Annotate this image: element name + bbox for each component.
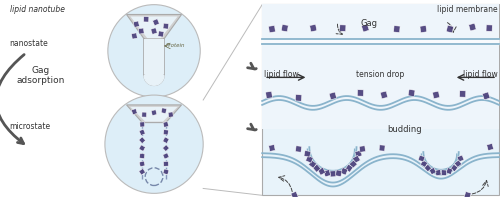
Polygon shape [162,145,170,151]
Polygon shape [282,24,288,32]
Polygon shape [329,92,336,100]
Text: Gag: Gag [360,19,378,28]
Polygon shape [139,137,145,144]
Polygon shape [362,24,369,32]
Polygon shape [142,112,146,117]
Polygon shape [394,26,400,32]
Polygon shape [163,153,169,159]
Polygon shape [457,155,464,162]
Text: lipid flow: lipid flow [464,70,498,79]
Polygon shape [296,146,302,152]
Polygon shape [318,167,326,175]
Polygon shape [139,169,145,175]
Polygon shape [163,23,169,29]
FancyBboxPatch shape [262,4,499,195]
Polygon shape [163,169,169,175]
Text: tension drop: tension drop [356,70,404,79]
Text: lipid nanotube: lipid nanotube [10,5,64,14]
Polygon shape [140,122,144,127]
Polygon shape [144,75,164,85]
Polygon shape [420,25,427,33]
Polygon shape [450,164,458,172]
Text: lipid flow: lipid flow [264,70,299,79]
Polygon shape [408,89,415,97]
Polygon shape [424,164,432,172]
Polygon shape [345,164,353,172]
Polygon shape [446,168,452,175]
Polygon shape [266,91,272,99]
Polygon shape [163,122,168,127]
Polygon shape [352,155,360,163]
Polygon shape [435,170,441,176]
Polygon shape [306,155,313,163]
Polygon shape [133,21,140,27]
Polygon shape [380,91,388,99]
Text: Gag
adsorption: Gag adsorption [17,66,65,85]
Polygon shape [379,145,385,151]
Polygon shape [151,110,157,116]
Polygon shape [132,109,138,115]
Polygon shape [295,94,302,101]
Polygon shape [429,168,436,175]
Polygon shape [139,145,145,151]
FancyBboxPatch shape [262,4,499,68]
Polygon shape [468,23,476,31]
Polygon shape [486,143,494,151]
Polygon shape [161,108,166,114]
Polygon shape [330,171,336,177]
Polygon shape [268,25,276,33]
Polygon shape [291,191,298,199]
Polygon shape [310,24,317,32]
Polygon shape [162,137,169,143]
FancyBboxPatch shape [262,68,499,130]
Polygon shape [359,146,366,152]
Polygon shape [130,17,178,38]
Polygon shape [163,130,168,135]
Polygon shape [482,92,490,100]
Polygon shape [132,33,138,39]
Circle shape [108,5,200,97]
Polygon shape [150,28,158,34]
Polygon shape [464,192,471,199]
Polygon shape [420,160,428,167]
Polygon shape [168,112,173,117]
Polygon shape [304,150,311,157]
Polygon shape [358,90,364,96]
Polygon shape [158,31,164,37]
Polygon shape [446,25,454,33]
Polygon shape [355,150,362,157]
Polygon shape [340,25,346,31]
Polygon shape [140,153,145,159]
Polygon shape [144,39,164,75]
Polygon shape [441,170,446,176]
Polygon shape [126,15,182,39]
Text: nanostate: nanostate [10,39,48,48]
Polygon shape [349,160,358,168]
Polygon shape [268,144,276,151]
Text: budding: budding [387,125,422,134]
Polygon shape [126,105,182,123]
Polygon shape [340,168,348,175]
Polygon shape [139,129,145,136]
Polygon shape [324,170,330,177]
Circle shape [105,95,203,193]
Polygon shape [336,170,342,177]
Text: microstate: microstate [10,122,50,131]
Polygon shape [144,17,149,22]
Polygon shape [454,160,462,167]
Text: Protein: Protein [166,43,186,48]
Polygon shape [460,91,466,97]
Polygon shape [486,25,492,31]
Polygon shape [138,28,144,34]
Polygon shape [418,155,425,162]
Text: lipid membrane: lipid membrane [438,5,498,14]
Polygon shape [152,19,160,26]
Polygon shape [432,91,440,99]
Polygon shape [308,160,316,168]
Polygon shape [130,107,178,122]
Polygon shape [312,164,321,172]
Polygon shape [139,161,145,167]
Polygon shape [164,161,168,166]
